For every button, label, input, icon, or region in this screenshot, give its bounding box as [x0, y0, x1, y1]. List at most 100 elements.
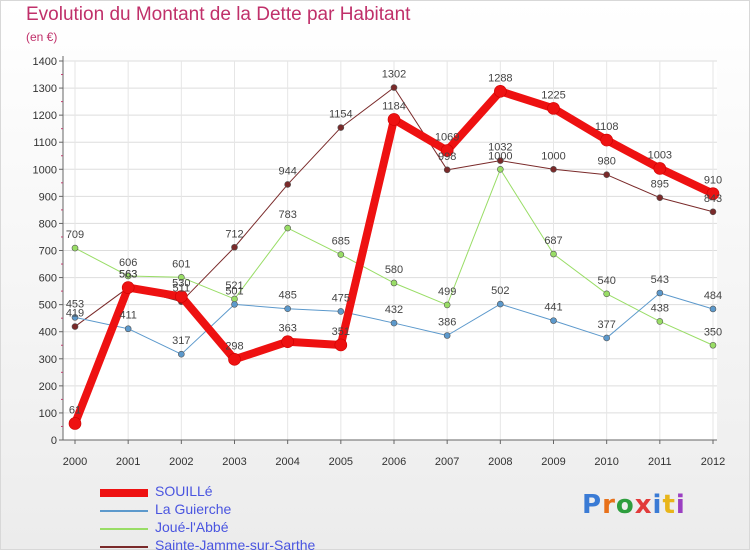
- data-point: [656, 289, 664, 297]
- logo-letter: x: [634, 490, 653, 520]
- x-tick-label: 2009: [541, 456, 565, 468]
- data-label: 298: [225, 340, 243, 352]
- data-label: 521: [225, 280, 243, 292]
- y-tick-label: 600: [39, 273, 57, 285]
- data-point: [600, 133, 613, 147]
- data-label: 351: [332, 326, 350, 338]
- data-point: [709, 305, 717, 313]
- data-label: 540: [597, 275, 615, 287]
- data-label: 419: [66, 308, 84, 320]
- data-point: [443, 166, 451, 174]
- data-label: 501: [225, 285, 243, 297]
- data-labels: 709 606 601 521 783 685 580 499 1000 687 540 438 350: [66, 150, 722, 338]
- y-tick-label: 1200: [33, 110, 57, 122]
- y-ticks: 0 100 200 300 400 500 600 700 800 900 1000 1100 1200…: [33, 56, 63, 447]
- data-point: [497, 165, 504, 173]
- series-souill-: [68, 85, 720, 430]
- data-point: [121, 281, 135, 294]
- data-label: 712: [225, 228, 243, 240]
- data-point: [68, 417, 82, 430]
- data-label: 411: [119, 310, 137, 322]
- data-label: 1069: [435, 132, 459, 144]
- data-point: [71, 244, 79, 252]
- data-label: 530: [172, 278, 190, 290]
- data-label: 1154: [329, 109, 353, 121]
- data-label: 1184: [382, 100, 406, 112]
- y-tick-label: 300: [39, 354, 57, 366]
- data-label: 502: [491, 285, 509, 297]
- data-point: [706, 187, 720, 200]
- data-label: 563: [119, 269, 137, 281]
- data-point: [334, 338, 348, 352]
- data-point: [284, 181, 291, 188]
- data-label: 685: [332, 236, 350, 248]
- data-label: 511: [173, 283, 191, 295]
- data-point: [390, 279, 398, 287]
- data-point: [494, 85, 507, 98]
- data-point: [603, 334, 610, 342]
- data-point: [603, 171, 610, 178]
- data-point: [547, 102, 560, 115]
- data-label: 1000: [541, 150, 565, 162]
- x-tick-label: 2003: [222, 456, 246, 468]
- data-label: 441: [544, 302, 562, 314]
- data-point: [709, 341, 717, 349]
- data-point: [443, 301, 451, 309]
- data-label: 453: [66, 298, 84, 310]
- x-tick-label: 2008: [488, 456, 512, 468]
- data-label: 843: [704, 193, 722, 205]
- proxiti-logo: Proxiti: [582, 490, 686, 520]
- data-label: 386: [438, 317, 456, 329]
- data-label: 895: [651, 179, 669, 191]
- logo-letter: i: [652, 490, 663, 520]
- data-point: [124, 272, 132, 280]
- data-label: 438: [651, 302, 669, 314]
- data-label: 563: [119, 269, 137, 281]
- x-tick-label: 2004: [275, 456, 299, 468]
- series-la-guierche: [71, 289, 717, 358]
- data-label: 363: [278, 323, 296, 335]
- x-tick-label: 2011: [648, 456, 672, 468]
- x-tick-label: 2005: [329, 456, 353, 468]
- logo-letter: i: [675, 490, 686, 520]
- data-point: [497, 300, 504, 308]
- data-point: [175, 290, 188, 303]
- y-tick-label: 100: [39, 408, 57, 420]
- x-tick-label: 2000: [63, 456, 87, 468]
- data-point: [178, 350, 185, 358]
- data-point: [337, 124, 345, 131]
- x-ticks: 2000 2001 2002 2003 2004 2005 2006 2007 2008 2009…: [63, 440, 725, 468]
- data-point: [228, 353, 241, 366]
- data-point: [656, 318, 664, 325]
- data-point: [71, 323, 79, 330]
- data-point: [550, 165, 557, 173]
- data-label: 709: [66, 229, 84, 241]
- logo-letter: o: [615, 490, 635, 520]
- y-tick-label: 200: [39, 381, 57, 393]
- data-point: [550, 317, 557, 324]
- data-point: [284, 305, 291, 313]
- data-point: [387, 113, 401, 126]
- data-point: [443, 332, 451, 339]
- data-label: 980: [597, 156, 615, 168]
- data-label: 910: [704, 175, 722, 187]
- data-point: [440, 144, 454, 157]
- data-label: 1003: [648, 149, 672, 161]
- chart-title: Evolution du Montant de la Dette par Hab…: [26, 4, 411, 25]
- data-label: 783: [278, 209, 296, 221]
- data-label: 1225: [541, 89, 565, 101]
- y-tick-label: 1100: [33, 137, 57, 149]
- data-label: 61: [69, 404, 81, 416]
- data-label: 998: [438, 151, 456, 163]
- data-label: 601: [172, 258, 190, 270]
- data-label: 580: [385, 264, 403, 276]
- data-labels: 453 411 317 501 485 475 432 386 502 441 377 543 484: [66, 274, 722, 347]
- data-label: 606: [119, 257, 137, 269]
- data-point: [497, 157, 504, 164]
- data-label: 475: [332, 292, 350, 304]
- data-label: 317: [172, 335, 190, 347]
- data-label: 350: [704, 326, 722, 338]
- data-label: 687: [544, 235, 562, 247]
